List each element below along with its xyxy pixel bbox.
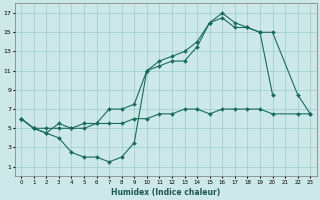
X-axis label: Humidex (Indice chaleur): Humidex (Indice chaleur): [111, 188, 220, 197]
